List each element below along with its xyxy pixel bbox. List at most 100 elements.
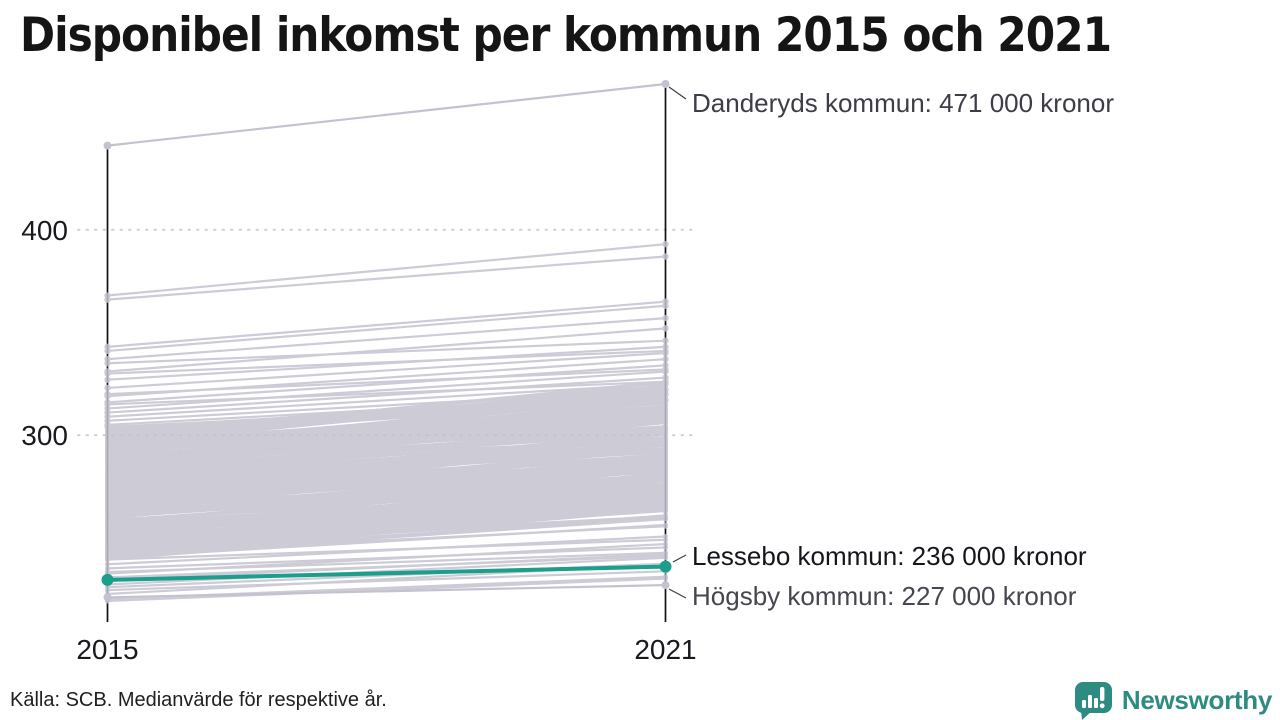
line-endpoint-dot [663,436,668,442]
municipality-line [107,437,666,468]
line-endpoint-dot [663,391,668,397]
municipality-line [107,496,666,530]
line-endpoint-dot [662,314,669,322]
line-endpoint-dot [104,370,111,377]
municipality-line [107,495,666,526]
line-endpoint-dot [663,544,668,550]
background-lines [104,240,669,604]
line-endpoint-dot [105,565,110,571]
dot-hogsby-2015 [103,593,112,602]
line-endpoint-dot [105,426,110,432]
municipality-line [107,370,666,410]
line-endpoint-dot [662,337,669,344]
line-endpoint-dot [663,508,668,514]
municipality-line [107,554,666,579]
municipality-line [107,462,666,495]
municipality-line [107,456,666,487]
line-endpoint-dot [662,240,669,248]
municipality-line [107,551,666,574]
line-endpoint-dot [105,569,110,575]
line-endpoint-dot [663,398,668,404]
dot-lessebo-2021 [659,560,672,573]
line-endpoint-dot [663,383,668,389]
line-endpoint-dot [663,574,668,580]
annotations: Danderyds kommun: 471 000 kronor Lessebo … [101,80,1114,611]
line-endpoint-dot [663,447,668,453]
line-endpoint-dot [104,376,111,383]
municipality-line [107,339,666,365]
municipality-line [107,376,666,414]
municipality-line [107,443,666,477]
municipality-line [107,415,666,449]
line-endpoint-dot [663,494,668,500]
line-endpoint-dot [663,523,668,529]
line-endpoint-dot [663,475,668,481]
annotation-label-lessebo: Lessebo kommun: 236 000 kronor [692,541,1087,571]
line-endpoint-dot [663,442,668,448]
dot-danderyd-2015 [103,141,112,150]
municipality-line [107,419,666,453]
line-endpoint-dot [104,360,111,367]
municipality-line [107,546,666,570]
municipality-line [107,491,666,524]
chart-title: Disponibel inkomst per kommun 2015 och 2… [20,8,1112,63]
newsworthy-bubble-icon [1074,682,1112,720]
line-endpoint-dot [663,481,668,487]
line-endpoint-dot [663,460,668,466]
line-endpoint-dot [662,302,669,309]
municipality-line [107,380,666,406]
line-endpoint-dot [662,347,669,355]
line-endpoint-dot [104,384,111,392]
municipality-line [107,351,666,390]
line-endpoint-dot [105,557,110,563]
municipality-line [107,570,666,592]
municipality-line [107,405,666,446]
municipality-line [107,499,666,534]
municipality-line [107,408,666,448]
municipality-line [107,515,666,547]
line-endpoint-dot [663,550,668,556]
y-tick-label: 300 [21,420,68,451]
line-endpoint-dot [662,355,669,363]
municipality-line [107,364,666,404]
municipality-line [107,476,666,507]
newsworthy-logo-text: Newsworthy [1121,684,1272,715]
line-danderyd [107,82,666,147]
municipality-line [107,393,666,430]
municipality-line [107,317,666,361]
line-endpoint-dot [104,390,111,398]
municipality-line [107,483,666,514]
dot-hogsby-2021 [661,581,670,590]
dot-danderyd-2021 [661,80,670,88]
line-endpoint-dot [662,366,669,373]
line-endpoint-dot [663,414,668,420]
municipality-line [107,439,666,470]
annotation-label-hogsby: Högsby kommun: 227 000 kronor [692,581,1077,611]
callout-connector [672,554,687,563]
slope-chart: 400 300 Danderyds kommun: 471 000 kronor Le… [21,80,1114,665]
municipality-line [107,427,666,462]
callout-connector [668,86,687,100]
line-endpoint-dot [663,387,668,393]
line-endpoint-dot [663,454,668,460]
municipality-line [107,243,666,297]
line-endpoint-dot [104,296,111,303]
municipality-line [107,477,666,510]
line-hogsby [107,583,666,599]
municipality-line [107,327,666,373]
municipality-line [107,515,666,556]
x-axis-label-2021: 2021 [634,634,696,665]
line-endpoint-dot [663,537,668,543]
line-endpoint-dot [662,253,669,260]
municipality-line [107,402,666,433]
line-lessebo [107,564,666,582]
municipality-line [107,382,666,418]
y-tick-label: 400 [21,215,68,246]
dot-lessebo-2015 [101,573,114,586]
municipality-line [107,300,666,348]
callout-connector [668,588,687,599]
line-endpoint-dot [663,502,668,508]
x-axis-label-2015: 2015 [76,634,138,665]
municipality-line [107,484,666,521]
